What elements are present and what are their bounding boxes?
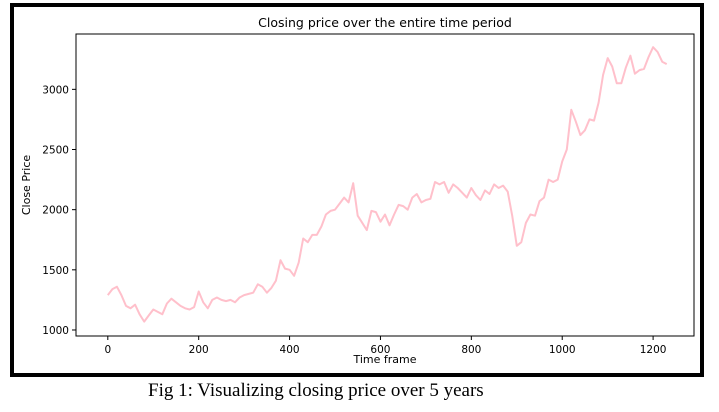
chart-title: Closing price over the entire time perio… — [258, 15, 512, 30]
y-tick-label: 2000 — [42, 205, 69, 217]
x-tick-label: 0 — [104, 344, 111, 356]
y-tick-label: 3000 — [42, 84, 69, 96]
figure-caption: Fig 1: Visualizing closing price over 5 … — [148, 380, 484, 401]
x-tick-label: 600 — [370, 344, 390, 356]
y-tick-label: 1500 — [42, 265, 69, 277]
x-tick-label: 400 — [280, 344, 300, 356]
x-tick-label: 800 — [461, 344, 481, 356]
figure-frame: Closing price over the entire time perio… — [10, 3, 704, 377]
x-tick-label: 200 — [189, 344, 209, 356]
y-axis-label: Close Price — [20, 155, 33, 216]
y-tick-label: 2500 — [42, 145, 69, 157]
x-tick-label: 1200 — [640, 344, 667, 356]
close-price-line — [107, 46, 668, 323]
x-tick-label: 1000 — [549, 344, 576, 356]
y-axis-ticks: 1000 1500 2000 2500 3000 — [42, 84, 76, 337]
x-axis-ticks: 0 200 400 600 800 1000 1200 — [104, 336, 666, 356]
plot-area — [75, 33, 695, 337]
line-chart: Closing price over the entire time perio… — [20, 15, 695, 366]
y-tick-label: 1000 — [42, 325, 69, 337]
x-axis-label: Time frame — [352, 353, 416, 366]
